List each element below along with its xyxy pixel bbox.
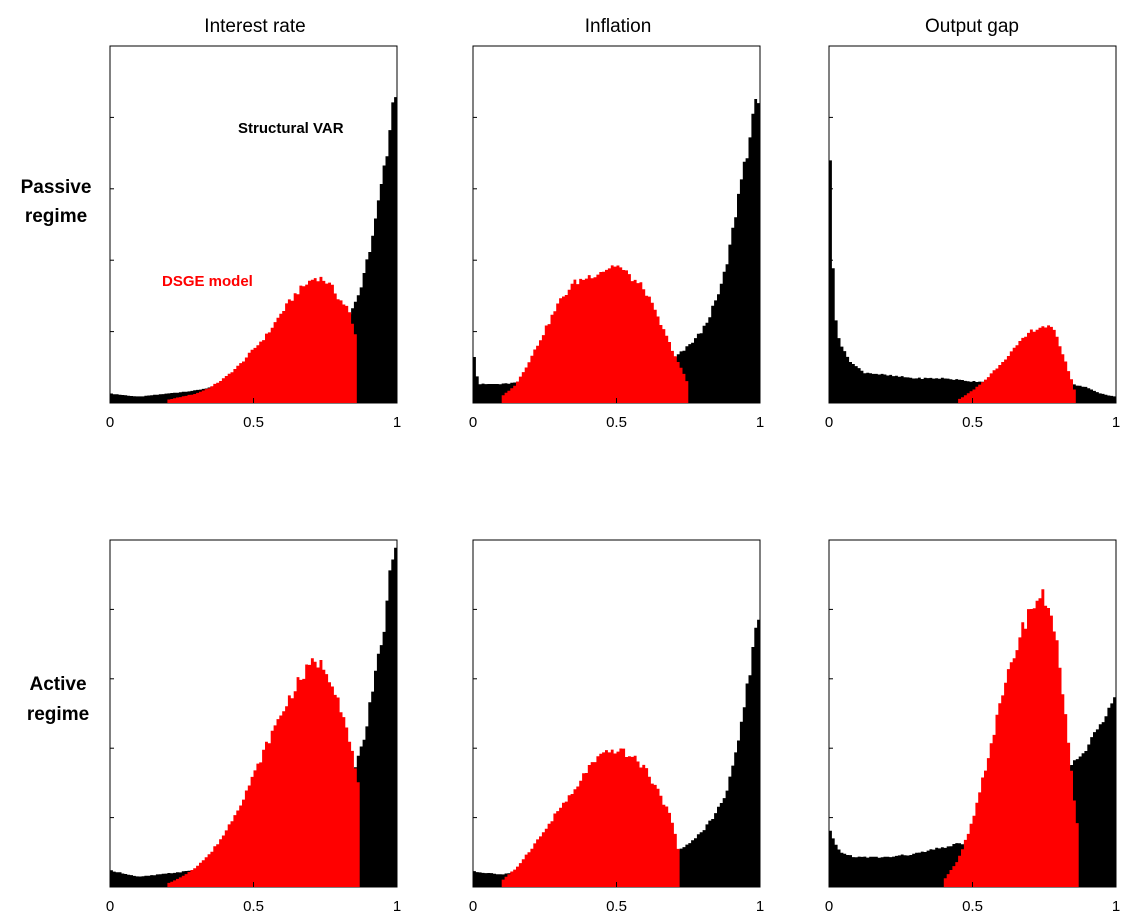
series-dsge-model-area (501, 748, 680, 887)
annotation-dsge-model: DSGE model (162, 273, 253, 290)
plot-frame (828, 45, 1117, 404)
panel-passive-output-gap: 0 0.5 1 (825, 45, 1120, 431)
column-title-output-gap: Output gap (925, 16, 1019, 37)
x-tick-label: 0.5 (962, 898, 983, 915)
x-tick-label: 0.5 (243, 898, 264, 915)
x-tick-label: 0.5 (606, 414, 627, 431)
x-tick-label: 0 (106, 898, 114, 915)
x-tick-label: 0 (469, 414, 477, 431)
panel-passive-interest-rate: 0 0.5 1 (106, 45, 401, 431)
panel-active-inflation: 0 0.5 1 (469, 539, 764, 915)
x-tick-label: 0.5 (243, 414, 264, 431)
series-structural-var-area (473, 99, 760, 403)
row-label-passive-line2: regime (25, 206, 87, 227)
panel-passive-inflation: 0 0.5 1 (469, 45, 764, 431)
column-title-interest-rate: Interest rate (204, 16, 305, 37)
panel-active-interest-rate: 0 0.5 1 (106, 539, 401, 915)
x-tick-label: 1 (393, 414, 401, 431)
annotation-structural-var: Structural VAR (238, 120, 344, 137)
x-tick-label: 1 (756, 898, 764, 915)
row-label-passive-line1: Passive (21, 177, 92, 198)
series-dsge-model-area (943, 589, 1079, 887)
x-tick-label: 0 (825, 898, 833, 915)
x-tick-label: 1 (393, 898, 401, 915)
row-label-active-line1: Active (29, 674, 86, 695)
x-tick-label: 0 (825, 414, 833, 431)
series-dsge-model-area (958, 325, 1076, 403)
row-label-active-line2: regime (27, 704, 89, 725)
x-tick-label: 0 (106, 414, 114, 431)
x-tick-label: 1 (756, 414, 764, 431)
x-tick-label: 0 (469, 898, 477, 915)
series-structural-var-area (829, 160, 1116, 403)
x-tick-label: 0.5 (962, 414, 983, 431)
x-tick-label: 1 (1112, 898, 1120, 915)
series-structural-var-area (110, 97, 397, 403)
series-structural-var-area (110, 547, 397, 887)
series-dsge-model-area (167, 658, 360, 887)
series-structural-var-area (473, 619, 760, 887)
column-title-inflation: Inflation (585, 16, 652, 37)
series-dsge-model-area (167, 276, 357, 403)
series-dsge-model-area (501, 265, 689, 403)
panel-active-output-gap: 0 0.5 1 (825, 539, 1120, 915)
x-tick-label: 0.5 (606, 898, 627, 915)
x-tick-label: 1 (1112, 414, 1120, 431)
